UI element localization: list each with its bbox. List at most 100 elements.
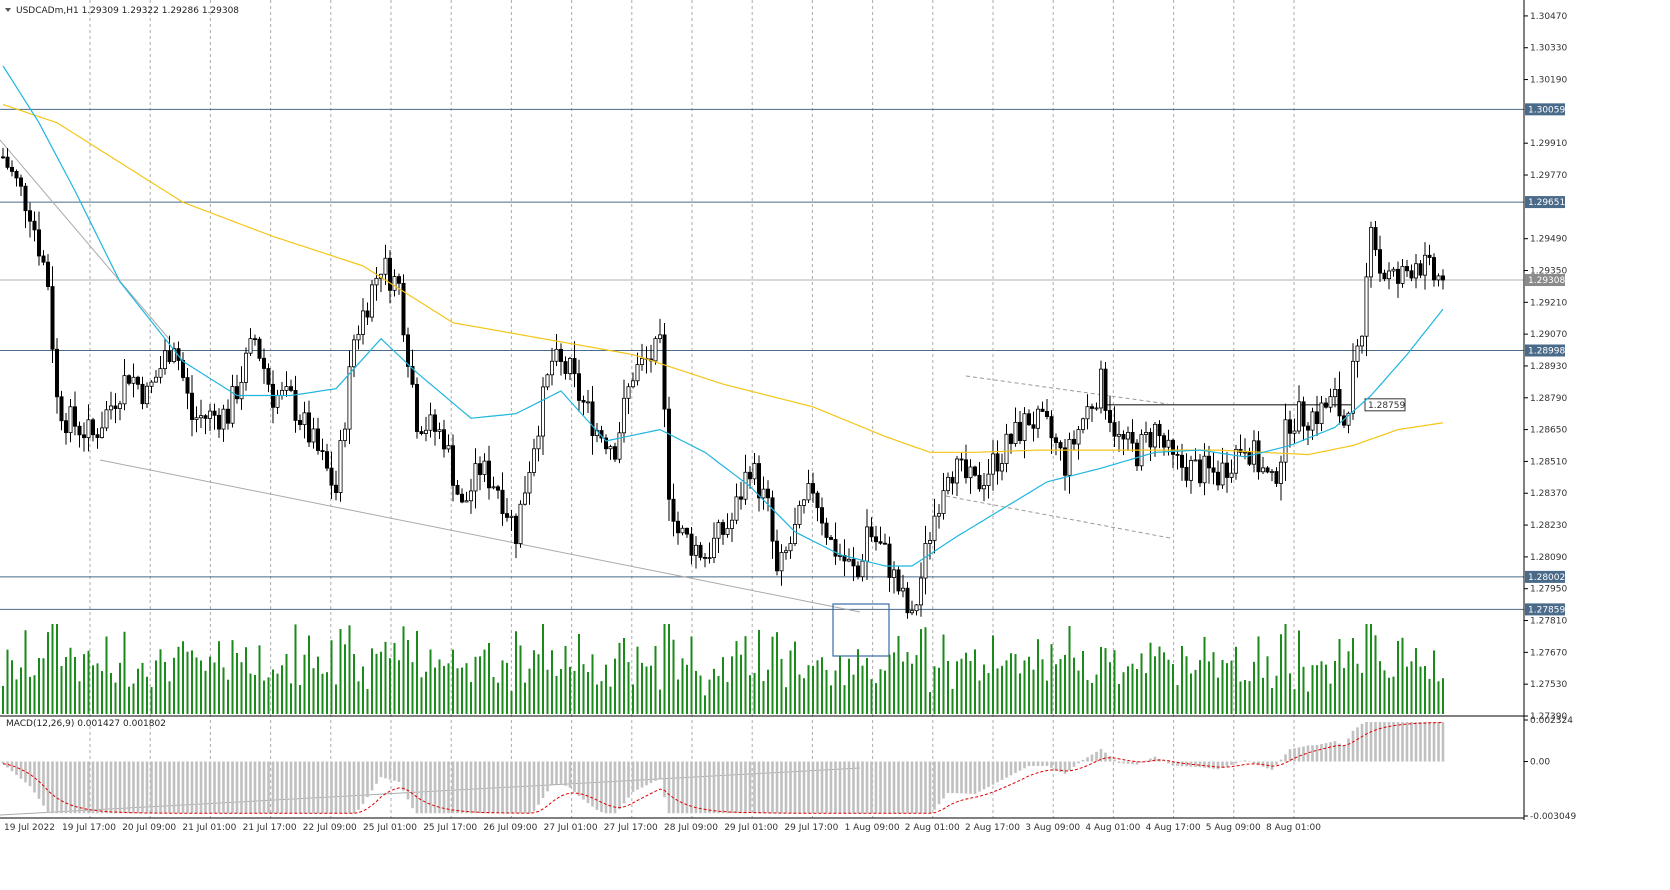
candle-body [1036,408,1041,429]
candle-body [455,485,460,495]
candle-body [1297,401,1302,432]
candle-body [1301,401,1306,427]
candle-body [1166,439,1171,448]
candle-body [937,513,942,517]
candle-body [986,473,991,486]
candle-body [1436,275,1441,281]
candle-body [869,526,874,538]
macd-signal-line [2,722,1444,814]
candle-body [766,488,771,499]
candle-body [1207,455,1212,469]
candle-body [18,177,23,187]
candle-body [50,286,55,350]
candle-body [158,368,163,378]
price-tick-label: 1.27670 [1530,648,1567,658]
price-tick-label: 1.27390 [1530,712,1567,722]
candle-body [0,156,6,159]
current-price-label: 1.29308 [1528,276,1565,286]
candle-body [1058,442,1063,449]
candle-body [1013,421,1018,444]
candle-body [554,348,559,362]
candle-body [1328,396,1333,408]
candle-body [797,505,802,525]
time-tick-label: 22 Jul 09:00 [303,823,357,833]
candle-body [775,540,780,572]
candle-body [550,360,555,376]
candle-body [401,282,406,336]
candle-body [721,522,726,535]
candle-body [419,431,424,434]
candle-body [514,515,519,544]
candle-body [532,448,537,473]
price-tick-label: 1.27950 [1530,585,1567,595]
candle-body [1117,434,1122,437]
candle-body [1000,463,1005,472]
macd-tick-label: 0.002324 [1530,716,1573,726]
vertical-grid [89,0,1295,818]
candle-body [1031,424,1036,429]
candle-body [1004,433,1009,464]
candle-body [1040,408,1045,412]
candle-body [617,432,622,460]
candle-body [914,604,919,612]
price-tick-label: 1.30470 [1530,12,1567,22]
candle-body [1427,254,1432,258]
candle-body [874,536,879,543]
candle-body [1306,425,1311,431]
candle-body [1090,406,1095,409]
candle-body [82,434,87,439]
candle-body [518,503,523,544]
candle-body [1072,438,1077,445]
candle-body [1126,431,1131,440]
candle-body [743,471,748,500]
candle-body [1153,423,1158,448]
candle-body [1387,270,1392,280]
price-level-label: 1.28002 [1528,573,1565,583]
candle-body [802,499,807,506]
candle-body [135,376,140,385]
time-tick-label: 5 Aug 09:00 [1206,823,1261,833]
candle-body [100,427,105,438]
price-level-label-bg [1525,344,1565,357]
candle-body [248,338,253,354]
time-tick-label: 27 Jul 01:00 [544,823,598,833]
candle-body [360,310,365,335]
candle-body [365,310,370,318]
candle-body [167,350,172,363]
price-level-label: 1.27859 [1528,605,1565,615]
candle-body [1310,411,1315,431]
volume-bars [2,624,1444,714]
candle-body [752,463,757,480]
candle-body [392,276,397,291]
candle-body [257,338,262,359]
candle-body [446,445,451,450]
candle-body [284,386,289,391]
price-tick-label: 1.30330 [1530,44,1567,54]
candle-body [306,412,311,443]
candle-body [302,412,307,426]
price-tick-label: 1.29490 [1530,235,1567,245]
price-tick-label: 1.28930 [1530,362,1567,372]
candle-body [590,401,595,437]
candle-body [77,425,82,436]
candle-body [784,550,789,553]
candle-body [1171,439,1176,455]
candle-body [1234,448,1239,474]
channel-upper [965,375,1169,405]
price-tick-label: 1.28790 [1530,394,1567,404]
candle-body [968,466,973,479]
candle-body [482,460,487,475]
time-tick-label: 26 Jul 09:00 [483,823,537,833]
chevron-down-icon[interactable] [5,8,11,12]
candle-body [716,522,721,539]
candle-body [635,364,640,382]
candle-body [536,435,541,450]
candle-body [1315,411,1320,425]
candle-body [581,400,586,403]
time-tick-label: 29 Jul 01:00 [724,823,778,833]
candle-body [297,420,302,426]
candle-body [991,453,996,475]
candle-body [1081,418,1086,430]
candle-body [315,428,320,451]
